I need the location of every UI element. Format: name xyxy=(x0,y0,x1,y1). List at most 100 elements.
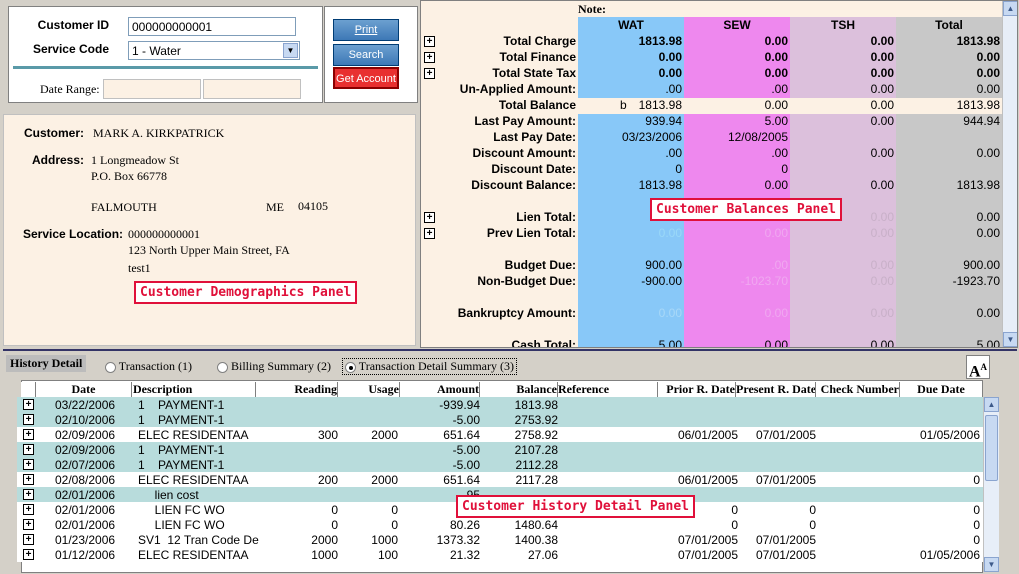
tab-transaction-detail-summary[interactable]: Transaction Detail Summary (3) xyxy=(342,358,517,375)
balance-total-value: 0.00 xyxy=(976,226,1000,240)
column-header[interactable]: Check Number xyxy=(816,382,900,397)
balance-sew-value: .00 xyxy=(771,82,788,96)
balance-total-value: 900.00 xyxy=(963,258,1000,272)
customer-id-input[interactable] xyxy=(128,17,296,36)
column-header[interactable]: Date xyxy=(36,382,132,397)
column-header[interactable]: Reference xyxy=(558,382,658,397)
history-scrollbar[interactable]: ▲ ▼ xyxy=(983,397,999,572)
column-header[interactable]: Prior R. Date xyxy=(658,382,736,397)
get-account-button[interactable]: Get Account xyxy=(333,67,399,89)
cell-balance: 1400.38 xyxy=(514,533,558,547)
service-code-label: Service Code xyxy=(32,42,109,56)
cell-amount: -5.00 xyxy=(452,458,480,472)
cell-desc: ELEC RESIDENTAA xyxy=(138,428,249,442)
total-balance-highlight xyxy=(578,98,1002,114)
cell-amount: 21.32 xyxy=(449,548,480,562)
expand-plus-icon[interactable]: + xyxy=(424,68,435,79)
table-row[interactable]: +02/09/2006 1 PAYMENT-1 -5.00 2107.28 xyxy=(17,442,983,457)
cell-balance: 2117.28 xyxy=(515,473,559,487)
font-size-icon[interactable]: AA xyxy=(966,355,990,380)
cell-desc: LIEN FC WO xyxy=(138,503,225,517)
table-row[interactable]: +02/10/2006 1 PAYMENT-1 -5.00 2753.92 xyxy=(17,412,983,427)
tab-billing-summary[interactable]: Billing Summary (2) xyxy=(217,359,331,374)
balance-wat-value: .00 xyxy=(665,82,682,96)
service-code-value: 1 - Water xyxy=(132,44,181,58)
date-range-start-input[interactable] xyxy=(103,79,201,99)
demographics-annotation: Customer Demographics Panel xyxy=(134,281,358,304)
table-row[interactable]: +02/09/2006 ELEC RESIDENTAA 300 2000 651.64 2… xyxy=(17,427,983,442)
service-code-select[interactable]: 1 - Water ▼ xyxy=(128,41,300,60)
balance-total-value: -1923.70 xyxy=(952,274,1000,288)
expand-plus-icon[interactable]: + xyxy=(424,52,435,63)
balances-scrollbar[interactable]: ▲ ▼ xyxy=(1002,1,1017,347)
table-row[interactable]: +02/08/2006 ELEC RESIDENTAA 200 2000 651.64 2… xyxy=(17,472,983,487)
cell-amount: -939.94 xyxy=(439,398,480,412)
balance-row-label: Non-Budget Due: xyxy=(477,274,576,288)
scroll-up-icon[interactable]: ▲ xyxy=(1003,1,1017,16)
balances-annotation: Customer Balances Panel xyxy=(650,198,843,221)
expand-plus-icon[interactable]: + xyxy=(23,489,34,500)
print-button[interactable]: Print xyxy=(333,19,399,41)
address-line2: P.O. Box 66778 xyxy=(91,169,168,183)
table-row[interactable]: +02/01/2006 LIEN FC WO 0 0 80.26 1480.64 0 0 0 xyxy=(17,517,983,532)
cell-present: 0 xyxy=(809,518,816,532)
date-range-end-input[interactable] xyxy=(203,79,301,99)
expand-plus-icon[interactable]: + xyxy=(23,474,34,485)
column-header[interactable]: Amount xyxy=(400,382,480,397)
cell-date: 02/09/2006 xyxy=(55,428,116,442)
service-location-id: 000000000001 xyxy=(128,227,200,241)
expand-plus-icon[interactable]: + xyxy=(424,212,435,223)
scroll-down-icon[interactable]: ▼ xyxy=(1003,332,1017,347)
balance-tsh-value: 0.00 xyxy=(870,34,894,48)
expand-plus-icon[interactable]: + xyxy=(23,519,34,530)
cell-desc: ELEC RESIDENTAA xyxy=(138,548,249,562)
tab-transaction[interactable]: Transaction (1) xyxy=(105,359,192,374)
expand-plus-icon[interactable]: + xyxy=(23,444,34,455)
expand-plus-icon[interactable]: + xyxy=(23,429,34,440)
expand-plus-icon[interactable]: + xyxy=(23,549,34,560)
scroll-down-icon[interactable]: ▼ xyxy=(984,557,999,572)
cell-usage: 1000 xyxy=(371,533,398,547)
column-header[interactable]: Description xyxy=(133,382,256,397)
cell-prior: 06/01/2005 xyxy=(677,473,738,487)
radio-icon[interactable] xyxy=(217,361,228,373)
search-button[interactable]: Search xyxy=(333,44,399,66)
column-header[interactable]: Balance xyxy=(480,382,558,397)
balance-wat-value: 0.00 xyxy=(658,306,682,320)
cell-prior: 07/01/2005 xyxy=(677,548,738,562)
table-row[interactable]: +02/07/2006 1 PAYMENT-1 -5.00 2112.28 xyxy=(17,457,983,472)
expand-plus-icon[interactable]: + xyxy=(23,534,34,545)
column-header[interactable]: Usage xyxy=(338,382,400,397)
column-header-blank[interactable] xyxy=(21,382,36,397)
expand-plus-icon[interactable]: + xyxy=(23,504,34,515)
column-header[interactable]: Reading xyxy=(256,382,338,397)
expand-plus-icon[interactable]: + xyxy=(424,228,435,239)
cell-desc: LIEN FC WO xyxy=(138,518,225,532)
tsh-column-bg xyxy=(790,17,896,347)
expand-plus-icon[interactable]: + xyxy=(424,36,435,47)
radio-icon[interactable] xyxy=(105,361,116,373)
chevron-down-icon[interactable]: ▼ xyxy=(283,43,298,58)
expand-plus-icon[interactable]: + xyxy=(23,399,34,410)
cell-desc: 1 PAYMENT-1 xyxy=(138,398,225,412)
scrollbar-thumb[interactable] xyxy=(985,415,998,481)
balance-tsh-value: 0.00 xyxy=(870,210,894,224)
column-header[interactable]: Present R. Date xyxy=(736,382,816,397)
balance-total-value: 0.00 xyxy=(976,66,1000,80)
expand-plus-icon[interactable]: + xyxy=(23,414,34,425)
table-row[interactable]: +03/22/2006 1 PAYMENT-1 -939.94 1813.98 xyxy=(17,397,983,412)
cell-amount: 651.64 xyxy=(443,428,480,442)
table-row[interactable]: +01/12/2006 ELEC RESIDENTAA 1000 100 21.32 27… xyxy=(17,547,983,562)
balance-total-value: 1813.98 xyxy=(956,34,1000,48)
table-row[interactable]: +01/23/2006 SV1 12 Tran Code De 2000 1000 13… xyxy=(17,532,983,547)
balance-tsh-value: 0.00 xyxy=(870,274,894,288)
expand-plus-icon[interactable]: + xyxy=(23,459,34,470)
column-header[interactable]: Due Date xyxy=(900,382,983,397)
col-header-tsh: TSH xyxy=(831,18,855,32)
radio-selected-icon[interactable] xyxy=(345,361,356,373)
cell-usage: 0 xyxy=(391,503,398,517)
scroll-up-icon[interactable]: ▲ xyxy=(984,397,999,412)
balance-wat-value: 0.00 xyxy=(658,50,682,64)
balance-sew-value: 0.00 xyxy=(764,338,788,348)
cell-balance: 1813.98 xyxy=(514,398,558,412)
